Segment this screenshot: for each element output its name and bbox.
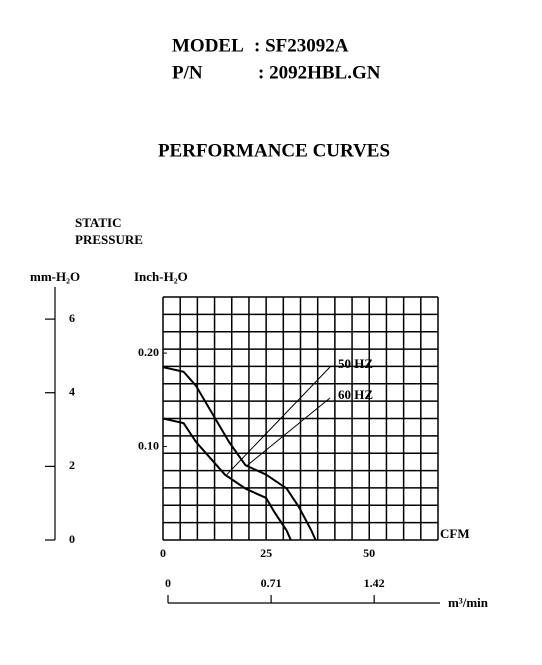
x-tick-label: 0 [160, 546, 166, 560]
leader-line [247, 397, 331, 466]
curve [162, 417, 292, 541]
y-label: PRESSURE [75, 232, 143, 247]
y2-label: mm-H₂O [30, 269, 80, 284]
y2-tick-label: 2 [69, 458, 75, 472]
x2-label: m³/min [448, 595, 489, 610]
pn-value: : 2092HBL.GN [258, 62, 381, 83]
x2-tick-label: 0 [165, 576, 171, 590]
y2-tick-label: 4 [69, 384, 75, 398]
model-label: MODEL [172, 35, 244, 56]
x2-tick-label: 1.42 [364, 576, 385, 590]
x-tick-label: 50 [363, 546, 375, 560]
leader-line [226, 366, 331, 475]
series-label: 50 HZ [338, 356, 373, 371]
y-tick-label: 0.10 [138, 438, 159, 452]
curve [162, 366, 317, 541]
series-label: 60 HZ [338, 387, 373, 402]
chart-title: PERFORMANCE CURVES [158, 140, 390, 161]
y-label: STATIC [75, 215, 121, 230]
y2-tick-label: 6 [69, 311, 75, 325]
x2-tick-label: 0.71 [261, 576, 282, 590]
x-label: CFM [440, 526, 470, 541]
x-tick-label: 25 [260, 546, 272, 560]
y2-tick-label: 0 [69, 532, 75, 546]
y-label: Inch-H₂O [134, 269, 188, 284]
y-tick-label: 0.20 [138, 345, 159, 359]
pn-label: P/N [172, 62, 203, 83]
model-value: : SF23092A [254, 35, 349, 56]
